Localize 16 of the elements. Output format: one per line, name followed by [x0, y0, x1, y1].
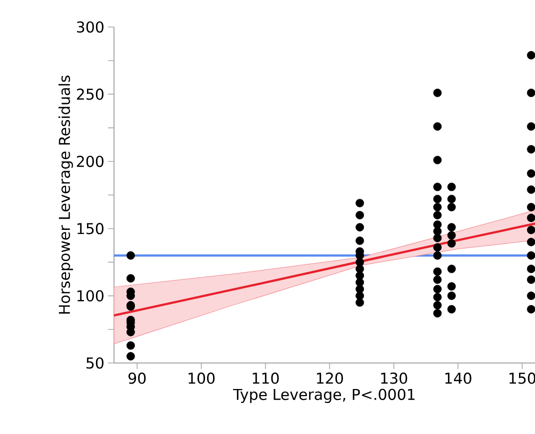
x-tick-label: 100 [188, 372, 215, 384]
x-tick-label: 150 [510, 372, 535, 384]
line-series [112, 222, 535, 317]
x-axis-title: Type Leverage, P<.0001 [233, 388, 415, 403]
y-tick-label: 50 [86, 357, 104, 369]
x-tick-label: 110 [252, 372, 279, 384]
y-tick-label: 100 [77, 290, 104, 302]
x-tick-label: 130 [381, 372, 408, 384]
y-tick-label: 300 [76, 21, 104, 33]
y-tick-label: 250 [76, 88, 104, 100]
x-tick-label: 120 [316, 372, 343, 384]
y-tick-label: 200 [76, 156, 104, 168]
y-tick-label: 150 [77, 222, 104, 234]
x-tick-label: 140 [445, 372, 472, 384]
x-tick-label: 90 [128, 372, 146, 384]
y-axis-title: Horsepower Leverage Residuals [58, 76, 73, 314]
